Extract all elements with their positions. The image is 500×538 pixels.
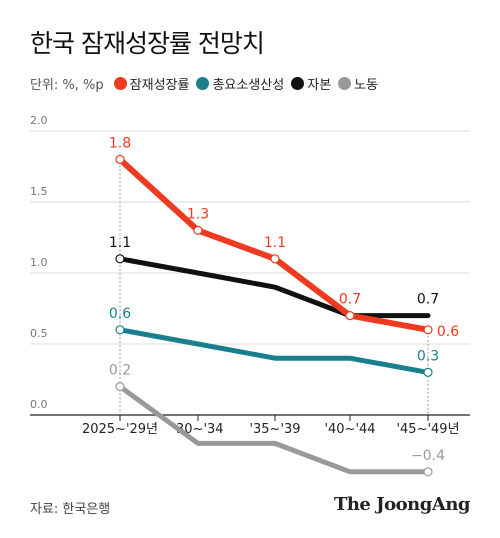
x-tick-label: 2025~'29년 [82, 422, 158, 437]
data-point [115, 154, 125, 164]
legend-label-growth: 잠재성장률 [129, 78, 190, 93]
legend-item-tfp: 총요소생산성 [196, 74, 284, 93]
series-line [117, 327, 431, 375]
y-tick-label: 1.5 [30, 185, 48, 198]
data-label: 0.2 [109, 363, 131, 379]
data-label: 0.6 [109, 306, 131, 322]
legend-item-growth: 잠재성장률 [113, 74, 190, 93]
data-label: −0.4 [411, 448, 445, 464]
data-point [423, 367, 433, 377]
data-point [423, 325, 433, 335]
legend-label-labor: 노동 [354, 78, 379, 93]
data-label: 0.3 [417, 348, 439, 364]
brand-logo: The JoongAng [333, 494, 471, 515]
data-label: 1.1 [264, 235, 286, 251]
source-note: 자료: 한국은행 [30, 502, 111, 517]
y-tick-label: 1.0 [30, 256, 48, 269]
chart-title: 한국 잠재성장률 전망치 [30, 29, 265, 58]
data-point [115, 254, 125, 264]
data-point [115, 325, 125, 335]
data-label: 0.6 [437, 324, 459, 340]
legend-dot-growth [113, 77, 127, 90]
data-label: 1.3 [187, 206, 209, 222]
legend-dot-tfp [196, 77, 210, 90]
data-point [345, 311, 355, 321]
data-label: 0.7 [417, 292, 439, 308]
x-tick-label: '40~'44 [324, 422, 375, 437]
x-tick-label: '35~'39 [249, 422, 300, 437]
legend-label-capital: 자본 [307, 78, 332, 93]
y-tick-label: 0.0 [30, 398, 48, 411]
legend-dot-labor [338, 77, 352, 90]
data-point [270, 254, 280, 264]
data-point [423, 467, 433, 477]
series-line [117, 256, 431, 319]
legend-dot-capital [291, 77, 305, 90]
data-label: 1.1 [109, 235, 131, 251]
data-point [193, 225, 203, 235]
legend-item-labor: 노동 [338, 74, 378, 93]
data-label: 0.7 [339, 292, 361, 308]
data-point [115, 382, 125, 392]
data-label: 1.8 [109, 135, 131, 151]
y-tick-label: 2.0 [30, 114, 48, 127]
legend: 단위: %, %p 잠재성장률 총요소생산성 자본 노동 [30, 74, 385, 93]
unit-label: 단위: %, %p [30, 78, 104, 93]
series-line [117, 384, 431, 475]
legend-item-capital: 자본 [291, 74, 331, 93]
x-tick-label: '45~'49년 [396, 422, 459, 437]
y-tick-label: 0.5 [30, 327, 48, 340]
legend-label-tfp: 총요소생산성 [212, 78, 285, 93]
